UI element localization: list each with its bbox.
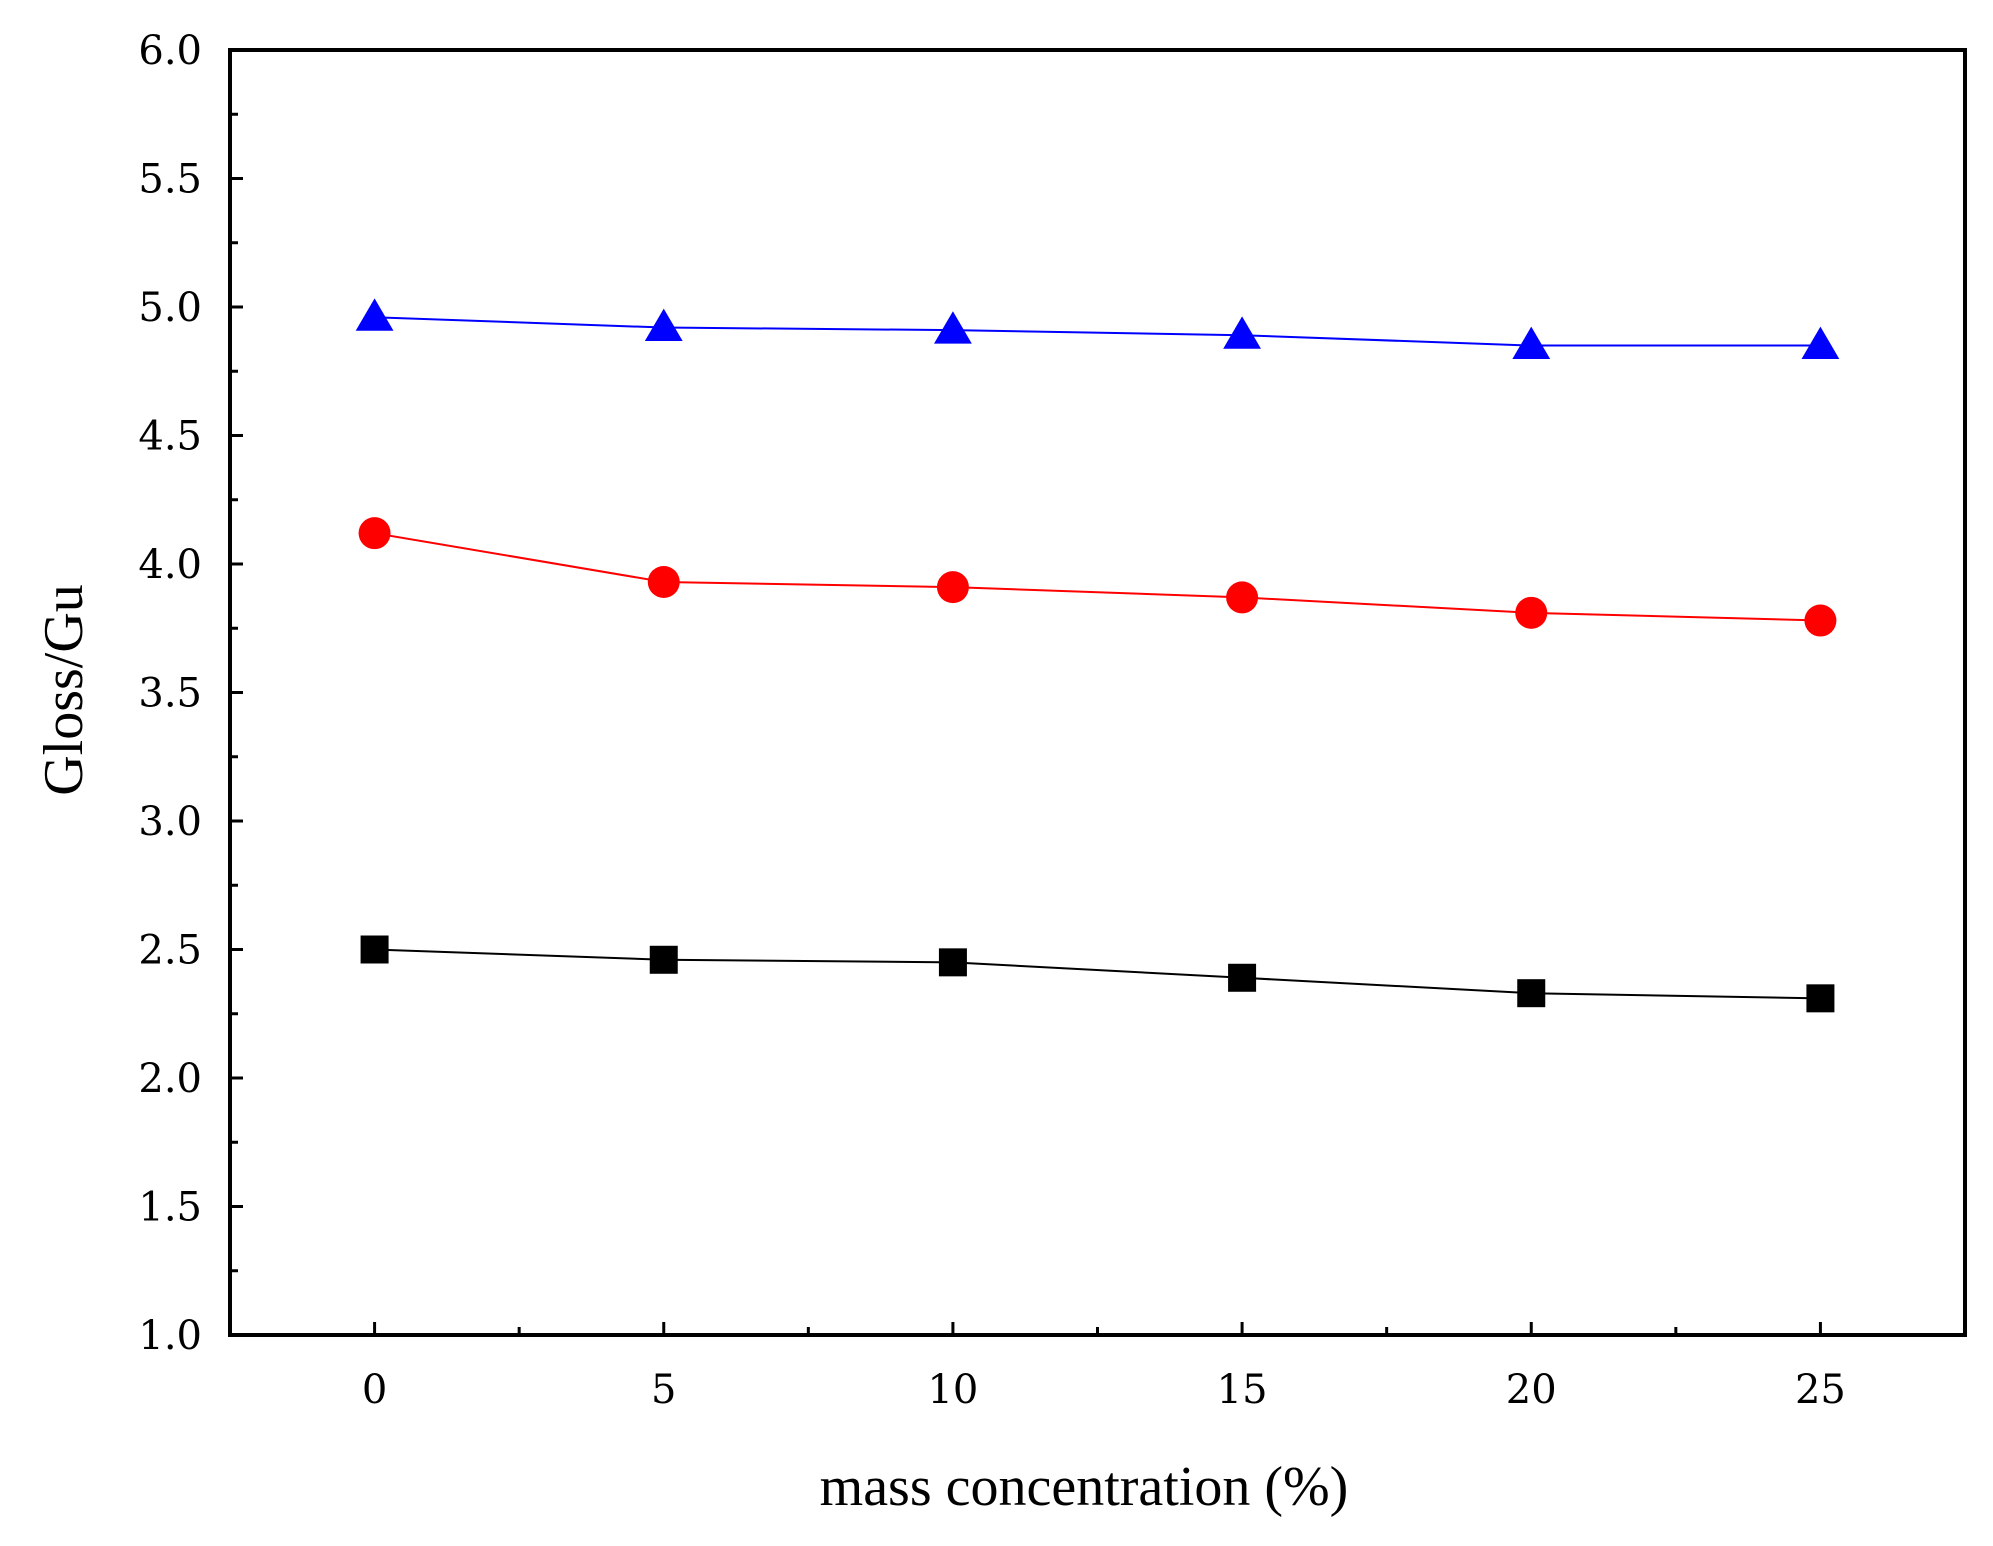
y-tick-label: 6.0: [138, 28, 202, 74]
series-triangle: [355, 298, 1840, 360]
x-tick-label: 15: [1217, 1367, 1268, 1413]
y-tick-label: 3.0: [138, 799, 202, 845]
x-tick-label: 25: [1795, 1367, 1846, 1413]
data-point-triangle: [644, 308, 683, 342]
series-layer: [355, 298, 1840, 1013]
data-point-square: [360, 935, 389, 964]
x-tick-label: 20: [1506, 1367, 1557, 1413]
data-point-triangle: [1801, 326, 1840, 360]
y-tick-label: 3.5: [138, 671, 202, 717]
y-tick-label: 4.5: [138, 414, 202, 460]
data-point-triangle: [934, 311, 972, 344]
y-tick-label: 5.0: [138, 285, 202, 331]
series-line: [374, 532, 1821, 622]
y-tick-label: 4.0: [138, 542, 202, 588]
y-tick-label: 2.0: [138, 1056, 202, 1102]
y-axis-title: Gloss/Gu: [33, 584, 95, 796]
data-point-triangle: [1223, 316, 1261, 349]
data-point-circle: [936, 571, 969, 604]
data-point-circle: [1226, 581, 1259, 614]
y-tick-label: 1.5: [138, 1185, 202, 1231]
data-point-circle: [358, 517, 391, 550]
data-point-triangle: [1512, 326, 1551, 360]
data-point-square: [1517, 979, 1546, 1008]
x-tick-label: 5: [651, 1367, 676, 1413]
data-point-circle: [647, 565, 680, 598]
data-point-triangle: [355, 298, 394, 331]
x-tick-label: 10: [927, 1367, 978, 1413]
data-point-square: [649, 945, 678, 974]
plot-frame: [228, 48, 1967, 1337]
y-tick-label: 1.0: [138, 1313, 202, 1359]
series-line: [374, 316, 1821, 347]
data-point-circle: [1515, 596, 1548, 629]
y-tick-label: 2.5: [138, 928, 202, 974]
data-point-square: [938, 948, 967, 977]
series-circle: [358, 517, 1837, 637]
y-tick-label: 5.5: [138, 157, 202, 203]
series-square: [360, 935, 1835, 1013]
data-point-square: [1806, 984, 1835, 1013]
x-tick-label: 0: [362, 1367, 387, 1413]
data-point-circle: [1804, 604, 1837, 637]
series-line: [374, 948, 1821, 1000]
data-point-square: [1228, 963, 1257, 992]
x-axis-title: mass concentration (%): [820, 1456, 1349, 1518]
axes-layer: 1.0 1.5 2.0 2.5 3.0 3.5 4.0 4.5 5.0 5.5 6.0 0 5 10 15 2…: [138, 28, 1967, 1413]
